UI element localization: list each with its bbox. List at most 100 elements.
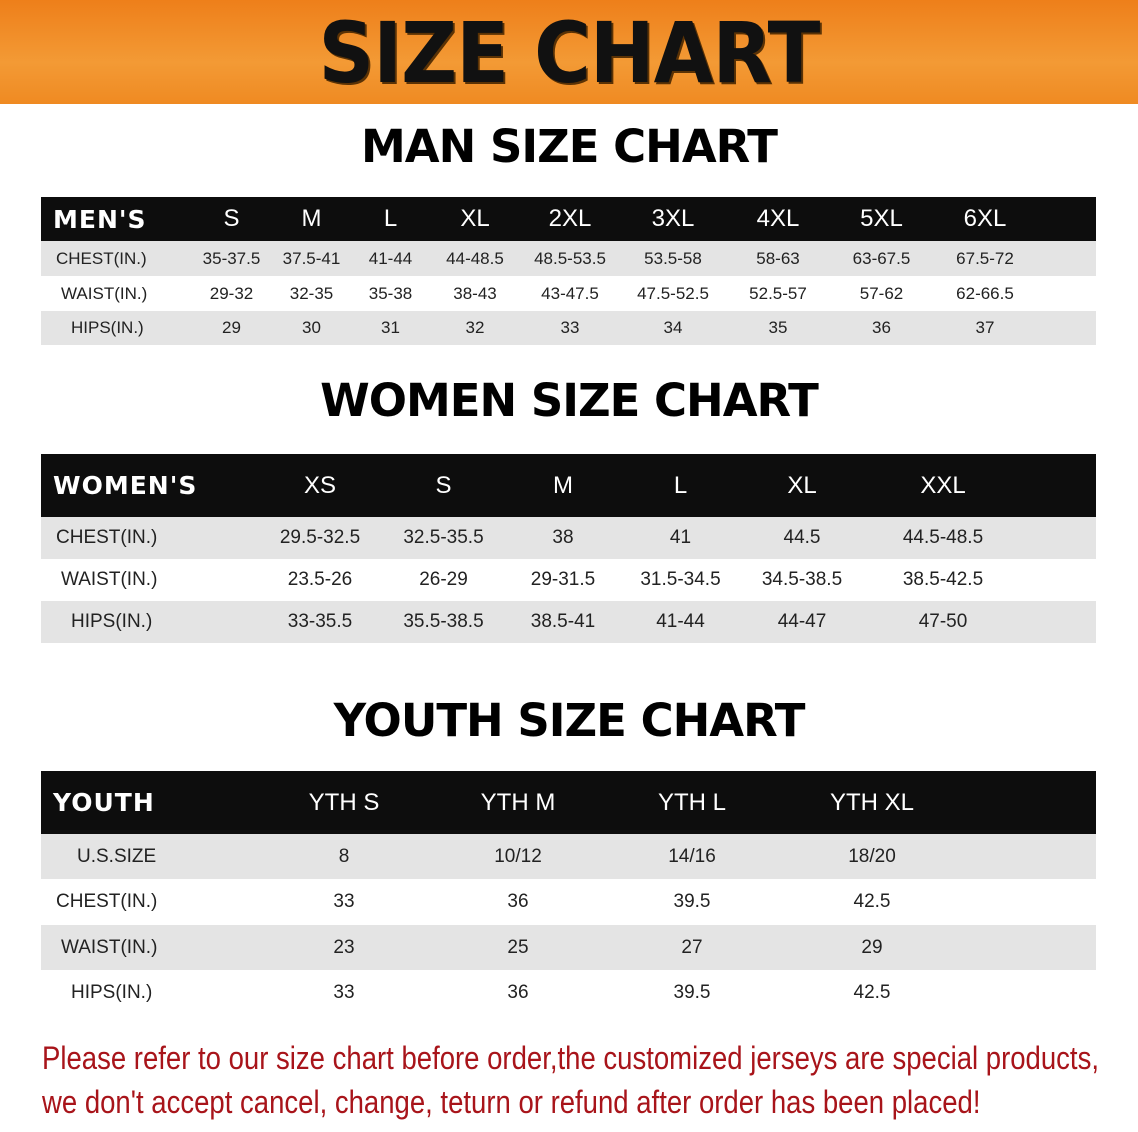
row-label: HIPS(IN.) <box>71 981 153 1003</box>
measurement-cell: 33-35.5 <box>287 611 353 632</box>
measurement-cell: 34.5-38.5 <box>761 569 843 590</box>
men-section-title: MAN SIZE CHART <box>361 120 778 173</box>
size-header-2xl: 2XL <box>548 205 592 232</box>
women-header-row: WOMEN'S XS S M L XL XXL <box>41 454 1096 517</box>
women-size-table: WOMEN'S XS S M L XL XXL CHEST(IN.) 29.5-32.5 32.5… <box>41 454 1096 643</box>
measurement-cell: 47.5-52.5 <box>637 283 709 303</box>
measurement-cell: 48.5-53.5 <box>534 248 606 268</box>
measurement-cell: 33 <box>560 318 580 337</box>
men-header-row: MEN'S S M L XL 2XL 3XL 4XL 5XL 6XL <box>41 197 1096 241</box>
row-label: WAIST(IN.) <box>61 283 148 303</box>
measurement-cell: 29-32 <box>209 283 254 303</box>
measurement-cell: 44-47 <box>777 611 827 632</box>
size-header-yth-m: YTH M <box>480 788 556 816</box>
measurement-cell: 36 <box>507 981 529 1003</box>
measurement-cell: 41-44 <box>656 611 705 632</box>
youth-section-title: YOUTH SIZE CHART <box>333 694 806 747</box>
measurement-cell: 41-44 <box>368 248 413 268</box>
notice-line: we don't accept cancel, change, teturn o… <box>42 1084 981 1120</box>
measurement-cell: 29 <box>222 318 241 337</box>
measurement-cell: 44-48.5 <box>446 248 504 268</box>
row-label: CHEST(IN.) <box>56 527 158 548</box>
measurement-cell: 32 <box>465 318 485 337</box>
measurement-cell: 47-50 <box>918 611 968 632</box>
measurement-cell: 37 <box>975 318 995 337</box>
measurement-cell: 33 <box>333 981 355 1003</box>
size-header-l: L <box>673 471 688 499</box>
measurement-cell: 31 <box>381 318 400 337</box>
size-header-yth-xl: YTH XL <box>829 788 915 816</box>
table-row: CHEST(IN.) 29.5-32.5 32.5-35.5 38 41 44.5 44.5… <box>41 517 1096 559</box>
row-label: WAIST(IN.) <box>61 936 158 958</box>
size-header-l: L <box>383 205 398 232</box>
measurement-cell: 62-66.5 <box>956 283 1014 303</box>
measurement-cell: 42.5 <box>853 981 891 1003</box>
size-header-xs: XS <box>303 471 336 499</box>
measurement-cell: 43-47.5 <box>541 283 599 303</box>
table-row: CHEST(IN.) 35-37.5 37.5-41 41-44 44-48.5 48.5… <box>41 241 1096 276</box>
row-label: HIPS(IN.) <box>71 611 153 632</box>
measurement-cell: 35-38 <box>368 283 413 303</box>
measurement-cell: 39.5 <box>673 981 711 1003</box>
title-banner: SIZE CHART <box>0 0 1138 104</box>
table-row: WAIST(IN.) 29-32 32-35 35-38 38-43 43-47.5 47.… <box>41 276 1096 311</box>
measurement-cell: 52.5-57 <box>749 283 807 303</box>
size-header-3xl: 3XL <box>651 205 695 232</box>
table-row: CHEST(IN.) 33 36 39.5 42.5 <box>41 879 1096 925</box>
women-corner-label: WOMEN'S <box>53 471 198 500</box>
measurement-cell: 29.5-32.5 <box>279 527 361 548</box>
measurement-cell: 35 <box>768 318 788 337</box>
youth-corner-label: YOUTH <box>53 788 155 817</box>
measurement-cell: 18/20 <box>848 845 896 867</box>
measurement-cell: 25 <box>507 936 529 958</box>
size-header-4xl: 4XL <box>756 205 800 232</box>
women-section-title: WOMEN SIZE CHART <box>320 374 819 427</box>
row-label: WAIST(IN.) <box>61 569 158 590</box>
size-header-xxl: XXL <box>920 471 966 499</box>
measurement-cell: 27 <box>681 936 703 958</box>
measurement-cell: 30 <box>302 318 321 337</box>
measurement-cell: 35.5-38.5 <box>403 611 484 632</box>
measurement-cell: 10/12 <box>494 845 542 867</box>
measurement-cell: 41 <box>669 527 692 548</box>
size-header-5xl: 5XL <box>860 205 903 232</box>
measurement-cell: 39.5 <box>673 891 711 912</box>
table-row: HIPS(IN.) 29 30 31 32 33 34 35 36 37 <box>41 311 1096 345</box>
measurement-cell: 67.5-72 <box>956 248 1014 268</box>
table-row: HIPS(IN.) 33 36 39.5 42.5 <box>41 970 1096 1015</box>
measurement-cell: 37.5-41 <box>282 248 341 268</box>
size-header-xl: XL <box>460 205 490 232</box>
size-header-m: M <box>301 205 322 232</box>
measurement-cell: 53.5-58 <box>644 248 702 268</box>
measurement-cell: 36 <box>872 318 891 337</box>
measurement-cell: 38.5-41 <box>530 611 596 632</box>
size-header-yth-l: YTH L <box>657 788 726 816</box>
size-header-xl: XL <box>787 471 817 499</box>
row-label: CHEST(IN.) <box>56 891 158 912</box>
measurement-cell: 35-37.5 <box>202 248 261 268</box>
row-label: U.S.SIZE <box>77 845 157 867</box>
measurement-cell: 34 <box>663 318 683 337</box>
youth-header-row: YOUTH YTH S YTH M YTH L YTH XL <box>41 771 1096 834</box>
measurement-cell: 42.5 <box>853 891 891 912</box>
measurement-cell: 38-43 <box>453 283 497 303</box>
men-size-table: MEN'S S M L XL 2XL 3XL 4XL 5XL 6XL CHEST(IN.) 35-37… <box>41 197 1096 345</box>
measurement-cell: 36 <box>507 891 529 912</box>
size-header-s: S <box>435 471 452 499</box>
size-header-m: M <box>553 471 573 499</box>
youth-size-table: YOUTH YTH S YTH M YTH L YTH XL U.S.SIZE 8 10/12… <box>41 771 1096 1015</box>
measurement-cell: 58-63 <box>756 248 800 268</box>
measurement-cell: 44.5-48.5 <box>902 527 984 548</box>
banner-title: SIZE CHART <box>318 4 821 102</box>
measurement-cell: 38.5-42.5 <box>902 569 984 590</box>
measurement-cell: 44.5 <box>783 527 821 548</box>
measurement-cell: 57-62 <box>859 283 904 303</box>
table-row: WAIST(IN.) 23 25 27 29 <box>41 925 1096 970</box>
measurement-cell: 63-67.5 <box>852 248 911 268</box>
measurement-cell: 23 <box>333 936 355 958</box>
measurement-cell: 31.5-34.5 <box>640 569 721 590</box>
table-row: U.S.SIZE 8 10/12 14/16 18/20 <box>41 834 1096 879</box>
order-notice: Please refer to our size chart before or… <box>42 1036 1099 1124</box>
notice-line: Please refer to our size chart before or… <box>42 1040 1099 1076</box>
measurement-cell: 14/16 <box>668 845 716 867</box>
